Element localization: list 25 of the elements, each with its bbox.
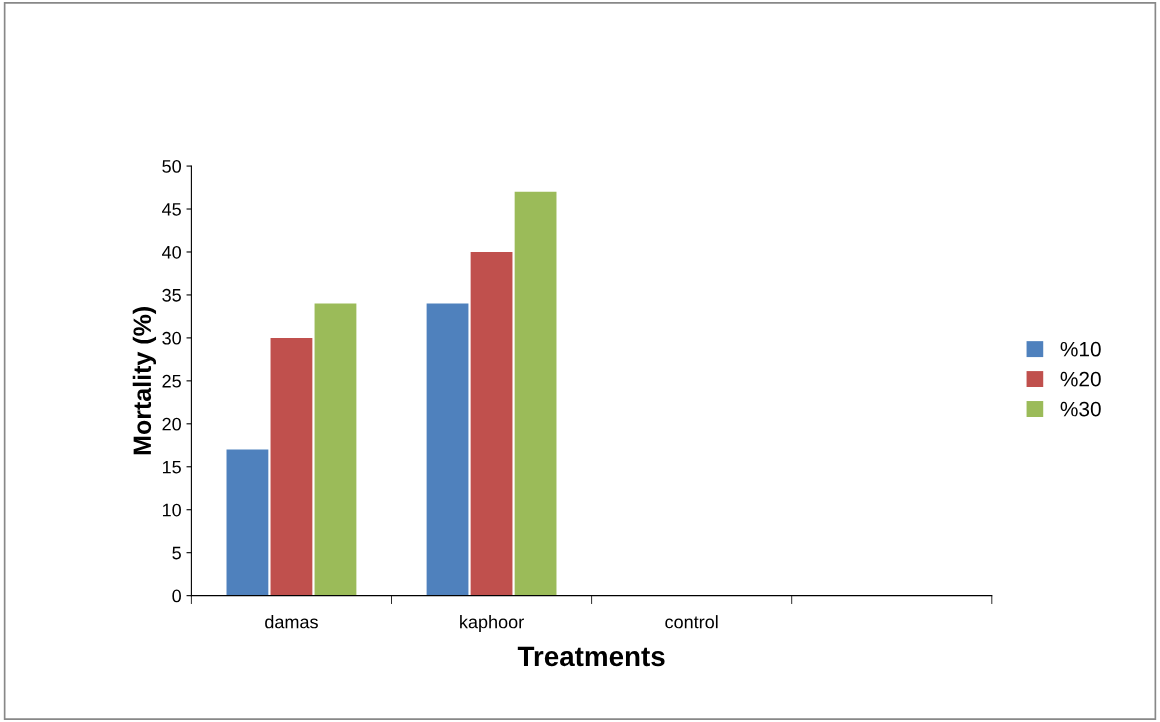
legend-label: %20 — [1060, 371, 1101, 387]
bar — [470, 251, 513, 596]
y-tick-label: 50 — [162, 159, 181, 173]
y-tick-label: 10 — [162, 503, 181, 517]
x-tick-label: damas — [265, 615, 318, 629]
bar — [226, 449, 269, 596]
y-tick-label: 15 — [162, 460, 181, 474]
x-tick-label: control — [665, 615, 718, 629]
bar — [426, 303, 469, 596]
bar — [270, 337, 313, 596]
x-axis-title: Treatments — [517, 646, 665, 667]
y-tick-label: 0 — [172, 589, 181, 603]
bar — [514, 191, 557, 596]
bar — [314, 303, 357, 596]
y-tick-label: 40 — [162, 245, 181, 259]
y-tick-label: 20 — [162, 417, 181, 431]
y-tick-label: 5 — [172, 546, 181, 560]
y-tick-label: 25 — [162, 374, 181, 388]
y-axis-title: Mortality (%) — [132, 307, 157, 455]
y-tick-label: 35 — [162, 288, 181, 302]
legend-label: %30 — [1060, 401, 1101, 417]
y-tick-label: 45 — [162, 203, 181, 216]
y-tick-label: 30 — [162, 331, 181, 345]
x-tick-label: kaphoor — [460, 615, 524, 632]
legend-label: %10 — [1060, 341, 1101, 357]
